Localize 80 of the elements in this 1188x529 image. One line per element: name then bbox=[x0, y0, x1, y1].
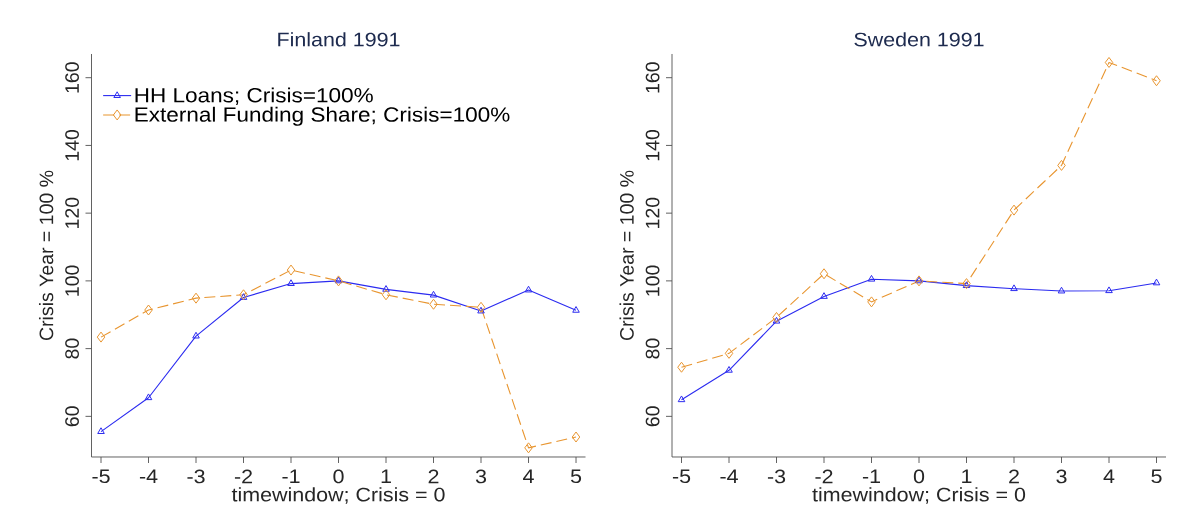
point bbox=[381, 289, 391, 301]
point bbox=[1057, 159, 1066, 171]
y-tick-label: 120 bbox=[65, 197, 79, 228]
y-tick-label: 60 bbox=[65, 406, 79, 427]
x-tick-label: -3 bbox=[187, 469, 205, 484]
point bbox=[96, 331, 106, 343]
point bbox=[1152, 278, 1161, 286]
x-tick-label: 5 bbox=[570, 469, 582, 484]
x-tick-label: 4 bbox=[523, 469, 534, 483]
chart-title: Sweden 1991 bbox=[854, 32, 984, 47]
x-tick-label: -2 bbox=[234, 469, 252, 484]
y-tick-label: 160 bbox=[65, 62, 79, 93]
point bbox=[820, 292, 828, 299]
x-tick-label: -2 bbox=[815, 469, 833, 484]
point bbox=[192, 331, 200, 339]
x-tick-label: 4 bbox=[1103, 469, 1115, 483]
y-tick-label: 120 bbox=[645, 197, 660, 228]
x-tick-label: 1 bbox=[381, 469, 391, 483]
x-tick-label: 0 bbox=[333, 469, 344, 484]
point bbox=[1104, 56, 1114, 68]
point bbox=[429, 298, 438, 310]
point bbox=[191, 292, 201, 304]
point bbox=[571, 431, 581, 443]
y-tick-label: 80 bbox=[645, 338, 660, 359]
point bbox=[867, 296, 876, 308]
point bbox=[677, 361, 686, 373]
x-tick-label: -1 bbox=[862, 469, 880, 483]
y-tick-label: 80 bbox=[65, 338, 79, 359]
point bbox=[287, 279, 295, 286]
point bbox=[97, 427, 105, 434]
point bbox=[429, 290, 438, 298]
x-tick-label: -1 bbox=[282, 469, 300, 483]
point bbox=[724, 347, 734, 359]
point bbox=[677, 395, 686, 403]
point bbox=[819, 268, 829, 280]
point bbox=[144, 304, 153, 316]
x-tick-label: 1 bbox=[962, 469, 972, 483]
x-tick-label: -5 bbox=[92, 469, 110, 484]
point bbox=[1152, 75, 1161, 87]
x-tick-label: 3 bbox=[475, 469, 487, 484]
x-tick-label: -4 bbox=[139, 469, 158, 483]
chart-title: Finland 1991 bbox=[278, 32, 400, 47]
y-tick-label: 60 bbox=[645, 406, 660, 427]
legend-label: HH Loans; Crisis=100% bbox=[135, 87, 373, 105]
point bbox=[286, 264, 296, 276]
point bbox=[772, 316, 781, 324]
y-tick-label: 140 bbox=[645, 129, 660, 161]
x-tick-label: 0 bbox=[913, 469, 925, 484]
point bbox=[477, 306, 485, 314]
x-axis-title: timewindow; Crisis = 0 bbox=[812, 487, 1026, 504]
point bbox=[725, 365, 733, 373]
point bbox=[144, 393, 153, 401]
y-tick-label: 160 bbox=[645, 62, 660, 93]
point bbox=[1057, 286, 1066, 294]
legend-label: External Funding Share; Crisis=100% bbox=[135, 106, 510, 126]
x-tick-label: -5 bbox=[672, 469, 691, 484]
x-tick-label: 3 bbox=[1056, 469, 1067, 484]
point bbox=[524, 442, 533, 454]
point bbox=[1010, 284, 1018, 292]
x-tick-label: 2 bbox=[428, 469, 439, 484]
y-tick-label: 100 bbox=[645, 265, 660, 296]
x-tick-label: 2 bbox=[1009, 469, 1019, 484]
point bbox=[572, 306, 580, 313]
point bbox=[239, 293, 248, 300]
y-axis-title: Crisis Year = 100 % bbox=[38, 170, 54, 341]
point bbox=[1009, 204, 1019, 216]
x-tick-label: 5 bbox=[1151, 469, 1162, 484]
y-tick-label: 100 bbox=[65, 265, 79, 296]
x-axis-title: timewindow; Crisis = 0 bbox=[231, 487, 445, 504]
point bbox=[867, 274, 876, 282]
y-axis-title: Crisis Year = 100 % bbox=[619, 170, 634, 341]
x-tick-label: -3 bbox=[767, 469, 786, 484]
point bbox=[476, 301, 486, 313]
x-tick-label: -4 bbox=[720, 469, 738, 483]
point bbox=[772, 311, 781, 323]
y-tick-label: 140 bbox=[65, 129, 79, 161]
point bbox=[1105, 286, 1113, 294]
point bbox=[239, 289, 248, 301]
point bbox=[524, 285, 533, 293]
point bbox=[382, 285, 390, 292]
